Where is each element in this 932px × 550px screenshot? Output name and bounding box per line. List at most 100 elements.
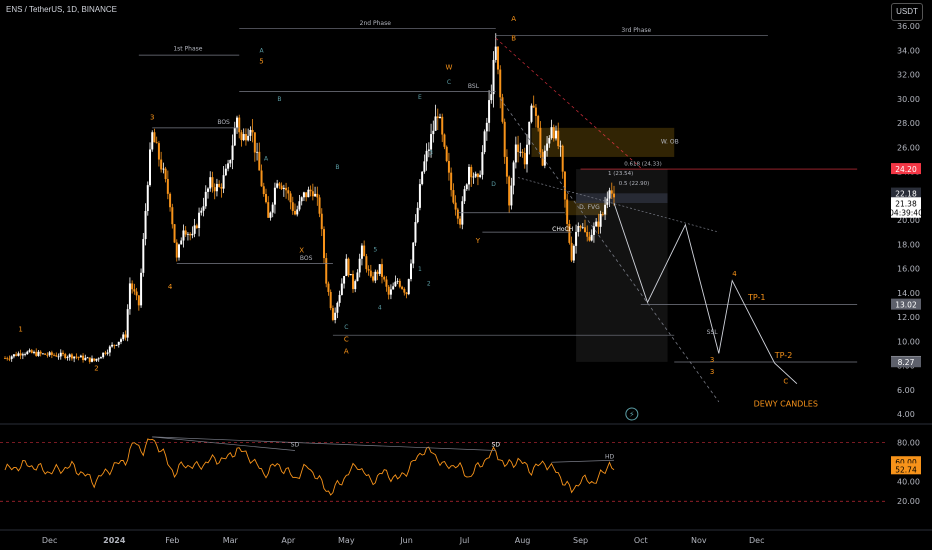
wave-label-orange: 4 (732, 270, 737, 278)
candle-body (432, 130, 435, 135)
candle-body (552, 127, 555, 139)
candle-body (394, 281, 397, 287)
phase-label: 1st Phase (173, 45, 202, 52)
candle-body (140, 272, 143, 306)
candle-body (93, 358, 96, 361)
candle-body (548, 137, 551, 144)
candle-body (276, 183, 279, 188)
wave-label-teal: D (491, 181, 496, 188)
candle-body (153, 132, 156, 143)
candle-body (10, 356, 13, 359)
candle-body (173, 224, 176, 243)
candle-body (320, 213, 323, 230)
candle-body (427, 149, 430, 151)
wave-label-orange: 2 (94, 364, 98, 372)
candle-body (35, 351, 38, 356)
candle-body (84, 357, 87, 361)
candle-body (106, 352, 109, 354)
candle-body (135, 291, 138, 296)
x-tick-label: 2024 (103, 536, 126, 545)
channel-lower-line (499, 98, 720, 403)
candle-body (66, 357, 69, 359)
candle-body (62, 352, 64, 355)
wave-label-orange: A (344, 347, 349, 355)
wave-label-orange: 3 (150, 113, 154, 121)
candle-body (162, 168, 165, 170)
symbol-title: ENS / TetherUS, 1D, BINANCE (6, 5, 117, 14)
candle-body (443, 134, 446, 147)
wave-label-teal: B (335, 164, 339, 171)
candle-body (501, 97, 504, 122)
candle-body (126, 309, 129, 338)
candle-body (282, 187, 285, 190)
candle-body (372, 276, 375, 281)
candle-body (445, 146, 448, 161)
candle-body (182, 230, 185, 241)
candle-body (33, 351, 35, 353)
candle-body (193, 225, 196, 234)
candle-body (238, 117, 241, 133)
ssl-label: SSL (707, 329, 719, 336)
candle-body (481, 152, 484, 175)
candle-body (356, 272, 359, 282)
candle-body (202, 206, 205, 211)
candle-body (195, 225, 198, 228)
candle-body (543, 150, 546, 166)
candle-body (532, 105, 535, 108)
lightning-icon-glyph: ⚡ (629, 410, 635, 419)
candle-body (256, 151, 259, 153)
candle-body (289, 193, 292, 203)
candle-body (115, 344, 118, 346)
y-tick-label: 6.00 (897, 386, 915, 395)
candle-body (519, 151, 522, 153)
candle-body (37, 351, 40, 356)
price-tag-label: 22.18 (895, 190, 917, 199)
candle-body (514, 144, 517, 163)
candle-body (566, 199, 569, 224)
candle-body (365, 256, 368, 270)
candle-body (534, 107, 537, 116)
tp1-label: TP-1 (747, 293, 766, 302)
bos-label: BOS (300, 255, 313, 262)
lightning-icon (625, 407, 639, 421)
candle-body (204, 191, 207, 207)
candle-body (8, 358, 11, 360)
candle-body (383, 276, 386, 280)
divergence-line (551, 459, 615, 463)
candle-body (300, 197, 303, 202)
y-tick-label: 34.00 (897, 46, 920, 55)
candle-body (273, 187, 276, 205)
candle-body (108, 346, 111, 353)
candle-body (26, 351, 29, 355)
candle-body (180, 240, 183, 245)
price-tag-box (891, 206, 921, 218)
candle-body (338, 294, 341, 303)
divergence-line (152, 436, 296, 451)
candle-body (459, 218, 462, 225)
wave-label-teal: 5 (373, 247, 377, 254)
candle-body (280, 185, 283, 190)
candle-body (151, 132, 154, 150)
currency-badge[interactable]: USDT (891, 3, 923, 21)
x-tick-label: Sep (573, 536, 588, 545)
candle-body (316, 193, 319, 198)
candle-body (528, 121, 531, 145)
candle-body (12, 354, 15, 357)
candle-body (592, 226, 595, 235)
candle-body (133, 289, 136, 292)
wave-label-orange: 4 (168, 283, 173, 291)
candle-body (610, 190, 613, 194)
candle-body (285, 187, 288, 191)
candle-body (579, 225, 582, 228)
wave-label-orange: C (344, 335, 349, 343)
wave-label-orange: A (511, 15, 516, 23)
candle-body (454, 202, 457, 210)
candle-body (265, 194, 267, 203)
divergence-line (152, 436, 496, 451)
candle-body (314, 193, 317, 197)
candle-body (104, 352, 107, 354)
candle-body (19, 353, 22, 356)
osc-y-tick: 40.00 (897, 478, 920, 487)
candle-body (291, 202, 294, 211)
